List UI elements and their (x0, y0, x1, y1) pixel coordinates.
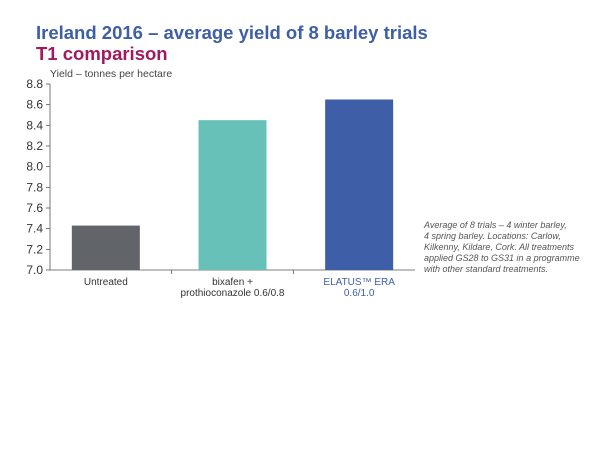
bar (71, 225, 140, 270)
y-tick-label: 7.4 (26, 222, 43, 236)
bar (198, 120, 267, 271)
chart-title: Ireland 2016 – average yield of 8 barley… (36, 22, 428, 43)
y-tick-label: 8.6 (26, 98, 43, 112)
x-tick-label: ELATUS™ ERA 0.6/1.0 (323, 277, 395, 299)
y-tick-label: 8.2 (26, 139, 43, 153)
x-tick-label: Untreated (84, 277, 128, 288)
note-line: Average of 8 trials – 4 winter barley, (424, 220, 567, 230)
y-tick-label: 7.8 (26, 180, 43, 194)
note-line: with other standard treatments. (424, 264, 549, 274)
x-tick-label: bixafen + prothioconazole 0.6/0.8 (181, 277, 285, 299)
y-tick-label: 8.8 (26, 77, 43, 91)
note-line: applied GS28 to GS31 in a programme (424, 253, 580, 263)
note-line: 4 spring barley. Locations: Carlow, (424, 231, 561, 241)
chart-subtitle: T1 comparison (36, 43, 168, 64)
y-tick-label: 7.6 (26, 201, 43, 215)
bar (325, 99, 394, 270)
y-axis-label: Yield – tonnes per hectare (50, 68, 173, 80)
y-tick-label: 8.0 (26, 160, 43, 174)
note-line: Kilkenny, Kildare, Cork. All treatments (424, 242, 575, 252)
y-tick-label: 7.2 (26, 242, 43, 256)
trial-note: Average of 8 trials – 4 winter barley, 4… (424, 220, 580, 275)
y-tick-label: 7.0 (26, 263, 43, 277)
y-tick-label: 8.4 (26, 118, 43, 132)
